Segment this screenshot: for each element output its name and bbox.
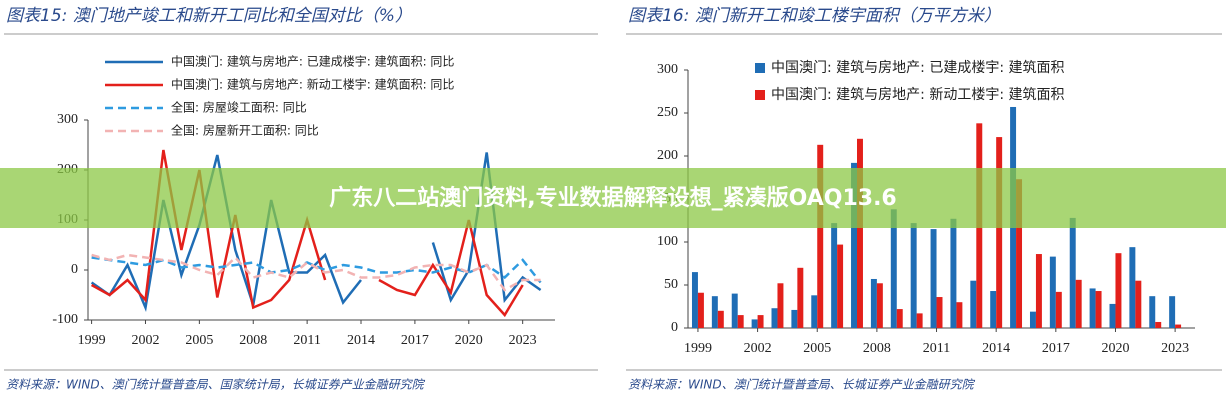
x-tick-label: 2023 xyxy=(1161,341,1189,356)
bar xyxy=(751,319,758,328)
bar xyxy=(691,272,698,328)
legend-label: 中国澳门: 建筑与房地产: 已建成楼宇: 建筑面积 xyxy=(771,60,1065,76)
x-tick-label: 2014 xyxy=(347,333,375,348)
series-line xyxy=(90,149,524,318)
y-tick-label: 300 xyxy=(657,62,678,77)
bar xyxy=(831,223,838,328)
x-tick-label: 2002 xyxy=(744,341,772,356)
bar xyxy=(711,296,718,328)
bar xyxy=(817,144,824,328)
bar xyxy=(956,302,963,328)
y-tick-label: 50 xyxy=(664,277,678,292)
bar xyxy=(1135,280,1142,328)
bar xyxy=(950,218,957,328)
x-tick-label: 2008 xyxy=(239,333,267,348)
bar xyxy=(890,209,897,328)
bar xyxy=(916,313,923,328)
bar xyxy=(910,223,917,328)
bar xyxy=(1089,288,1096,328)
x-tick-label: 1999 xyxy=(684,341,712,356)
bar xyxy=(1069,217,1076,328)
bar xyxy=(896,309,903,328)
bar xyxy=(1155,321,1162,328)
bar xyxy=(990,291,997,328)
bar xyxy=(1035,254,1042,328)
x-tick-label: 2017 xyxy=(401,333,429,348)
bar xyxy=(731,293,738,328)
bar xyxy=(1016,179,1023,328)
legend-label: 中国澳门: 建筑与房地产: 已建成楼宇: 建筑面积: 同比 xyxy=(171,54,454,69)
bar xyxy=(857,138,863,328)
x-tick-label: 2020 xyxy=(455,333,483,348)
overlay-banner: 广东八二站澳门资料,专业数据解释设想_紧凑版OAQ13.6 xyxy=(329,185,896,211)
bar xyxy=(930,229,937,328)
bar xyxy=(791,309,798,328)
y-tick-label: 0 xyxy=(671,320,678,335)
x-tick-label: 2005 xyxy=(803,341,831,356)
bar xyxy=(1055,291,1062,328)
bar xyxy=(1149,296,1156,328)
legend-label: 全国: 房屋新开工面积: 同比 xyxy=(171,123,319,138)
bar xyxy=(1129,247,1136,328)
x-tick-label: 2011 xyxy=(293,333,320,348)
bar xyxy=(737,315,744,328)
bar xyxy=(996,137,1003,328)
bar xyxy=(1175,324,1182,328)
y-tick-label: 0 xyxy=(71,262,78,277)
legend-label: 全国: 房屋竣工面积: 同比 xyxy=(171,100,307,115)
bar xyxy=(1049,256,1056,328)
legend-swatch xyxy=(755,90,765,100)
y-tick-label: 200 xyxy=(657,148,678,163)
bar xyxy=(1109,303,1116,328)
bar xyxy=(876,283,883,328)
x-tick-label: 2017 xyxy=(1042,341,1070,356)
x-tick-label: 2002 xyxy=(131,333,159,348)
overlay-band xyxy=(0,168,1226,228)
bar xyxy=(970,280,977,328)
bar xyxy=(697,292,704,328)
bar xyxy=(757,315,764,328)
series-line xyxy=(91,253,541,292)
chart-title: 图表15: 澳门地产竣工和新开工同比和全国对比（%） xyxy=(6,6,412,26)
y-tick-label: 300 xyxy=(57,112,78,127)
y-tick-label: 250 xyxy=(657,105,678,120)
legend-label: 中国澳门: 建筑与房地产: 新动工楼宇: 建筑面积 xyxy=(771,87,1065,103)
source-note: 资料来源：WIND、澳门统计暨普查局、长城证券产业金融研究院 xyxy=(628,378,976,392)
x-tick-label: 2008 xyxy=(863,341,891,356)
bar xyxy=(771,308,778,328)
x-tick-label: 2005 xyxy=(185,333,213,348)
chart-title: 图表16: 澳门新开工和竣工楼宇面积（万平方米） xyxy=(628,6,1001,26)
x-tick-label: 2023 xyxy=(509,333,537,348)
bar xyxy=(936,297,943,328)
bar xyxy=(1075,279,1082,328)
x-tick-label: 2014 xyxy=(982,341,1010,356)
bar xyxy=(1169,296,1176,328)
bar xyxy=(1115,253,1122,328)
legend-swatch xyxy=(755,63,765,73)
legend-label: 中国澳门: 建筑与房地产: 新动工楼宇: 建筑面积: 同比 xyxy=(171,77,454,92)
source-note: 资料来源：WIND、澳门统计暨普查局、国家统计局，长城证券产业金融研究院 xyxy=(6,378,426,392)
x-tick-label: 1999 xyxy=(78,333,106,348)
y-tick-label: 100 xyxy=(657,234,678,249)
y-tick-label: -100 xyxy=(52,312,78,327)
bar xyxy=(1095,291,1102,328)
bar xyxy=(811,295,818,328)
x-tick-label: 2020 xyxy=(1101,341,1129,356)
bar xyxy=(1029,311,1036,328)
x-tick-label: 2011 xyxy=(923,341,950,356)
bar xyxy=(851,162,857,328)
bar xyxy=(797,267,804,328)
bar xyxy=(870,278,877,328)
bar xyxy=(837,244,844,328)
bar xyxy=(777,283,784,328)
bar xyxy=(717,310,724,328)
